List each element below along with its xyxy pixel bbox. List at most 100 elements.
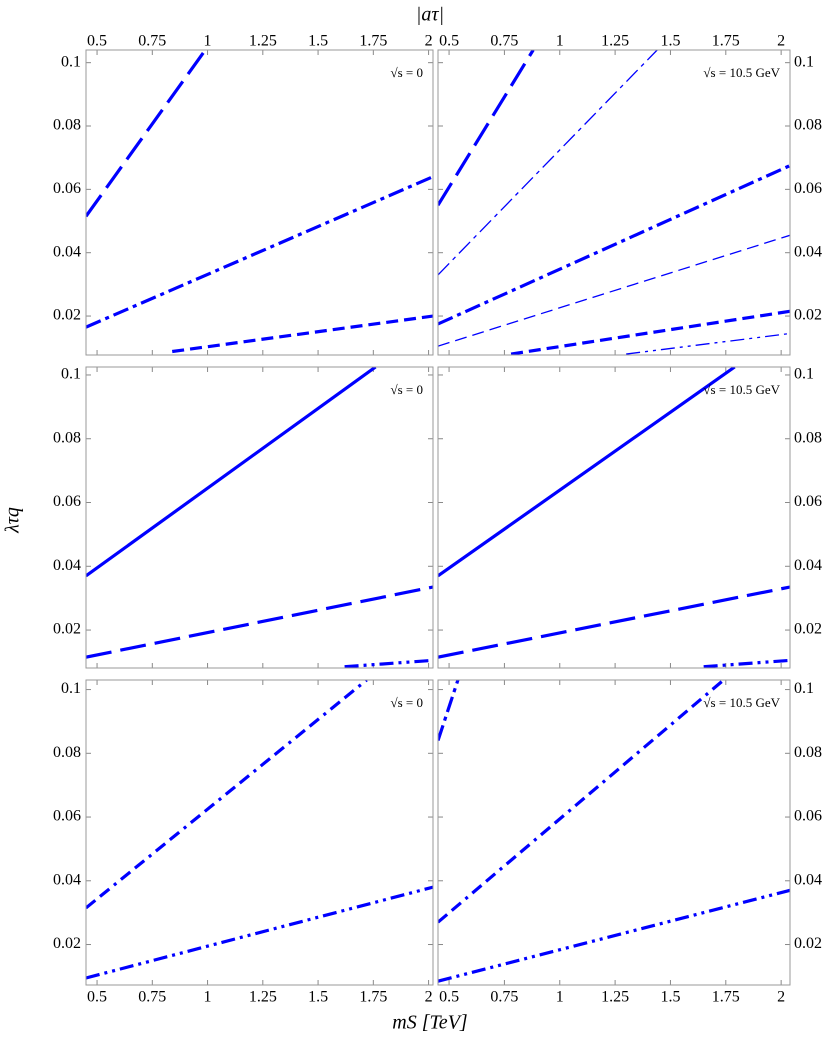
x-tick-label: 2: [777, 33, 785, 50]
y-tick-label: 0.08: [794, 429, 822, 446]
curve: [438, 680, 725, 924]
x-tick-label: 1: [204, 33, 212, 50]
x-tick-label: 2: [777, 989, 785, 1006]
x-tick-label: 2: [425, 33, 433, 50]
x-tick-label: 0.5: [87, 989, 107, 1006]
y-tick-label: 0.08: [53, 429, 81, 446]
y-tick-label: 0.06: [53, 808, 81, 825]
y-tick-label: 0.04: [53, 871, 81, 888]
panel: 0.02 0.04 0.06 0.08 0.1 √s = 0: [53, 366, 434, 669]
x-tick-label: 0.75: [138, 989, 166, 1006]
x-tick-label: 1.25: [601, 33, 629, 50]
panel: 0.5 0.75 1 1.25 1.5 1.75 2 0.02 0.04 0.06 0.08 0.1 √…: [437, 679, 822, 1006]
curve: [438, 164, 790, 326]
annotation: √s = 10.5 GeV: [703, 65, 780, 80]
x-tick-label: 0.75: [490, 33, 518, 50]
y-tick-label: 0.04: [794, 871, 822, 888]
y-tick-label: 0.1: [61, 680, 81, 697]
x-tick-label: 1: [204, 989, 212, 1006]
x-tick-label: 1.75: [712, 989, 740, 1006]
frame: [85, 679, 434, 986]
annotation: √s = 0: [390, 382, 423, 397]
curve: [438, 680, 460, 742]
y-tick-label: 0.06: [794, 180, 822, 197]
frame: [437, 49, 791, 356]
y-tick-label: 0.08: [53, 117, 81, 134]
y-tick-label: 0.02: [53, 935, 81, 952]
x-tick-label: 0.75: [138, 33, 166, 50]
x-tick-label: 1.75: [359, 989, 387, 1006]
y-tick-label: 0.02: [53, 621, 81, 638]
x-tick-label: 0.5: [87, 33, 107, 50]
x-tick-label: 1.25: [249, 33, 277, 50]
frame: [85, 49, 434, 356]
y-tick-label: 0.02: [794, 621, 822, 638]
curve: [438, 888, 790, 983]
y-axis-title: λτq: [2, 507, 24, 534]
curve: [86, 367, 377, 578]
frame: [437, 366, 791, 669]
curve: [86, 680, 368, 910]
curve: [86, 175, 433, 329]
x-tick-label: 1.5: [308, 989, 328, 1006]
curve: [510, 309, 790, 355]
x-tick-label: 0.5: [439, 989, 459, 1006]
y-tick-label: 0.02: [53, 307, 81, 324]
x-tick-label: 1: [556, 33, 564, 50]
annotation: √s = 10.5 GeV: [703, 695, 780, 710]
curve: [171, 314, 433, 354]
x-tick-label: 1.5: [660, 33, 680, 50]
y-tick-label: 0.08: [794, 744, 822, 761]
curve: [86, 585, 433, 659]
curve: [86, 50, 207, 218]
annotation: √s = 0: [390, 695, 423, 710]
y-tick-label: 0.06: [794, 808, 822, 825]
y-tick-label: 0.02: [794, 935, 822, 952]
x-tick-label: 1.5: [660, 989, 680, 1006]
lines: [86, 367, 433, 668]
panel: 0.02 0.04 0.06 0.08 0.1 √s = 10.5 GeV: [437, 366, 822, 669]
x-tick-label: 1.25: [601, 989, 629, 1006]
lines: [438, 680, 790, 983]
x-tick-label: 1: [556, 989, 564, 1006]
curve: [438, 50, 658, 276]
curve: [438, 234, 790, 347]
y-tick-label: 0.04: [794, 557, 822, 574]
frame: [437, 679, 791, 986]
x-tick-label: 0.75: [490, 989, 518, 1006]
curve: [438, 367, 736, 578]
x-tick-label: 1.75: [712, 33, 740, 50]
annotation: √s = 10.5 GeV: [703, 382, 780, 397]
curve: [438, 50, 535, 207]
y-tick-label: 0.08: [794, 117, 822, 134]
y-tick-label: 0.06: [53, 180, 81, 197]
x-tick-label: 1.5: [308, 33, 328, 50]
frame: [85, 366, 434, 669]
x-tick-label: 2: [425, 989, 433, 1006]
x-tick-label: 1.25: [249, 989, 277, 1006]
panel: 0.5 0.75 1 1.25 1.5 1.75 2 0.02 0.04 0.06 0.08 0.1 √…: [53, 33, 434, 356]
lines: [86, 50, 433, 354]
y-tick-label: 0.04: [53, 243, 81, 260]
y-tick-label: 0.1: [794, 53, 814, 70]
panel: 0.5 0.75 1 1.25 1.5 1.75 2 0.02 0.04 0.06 0.08 0.1 √…: [437, 33, 822, 356]
x-tick-label: 0.5: [439, 33, 459, 50]
panel: 0.5 0.75 1 1.25 1.5 1.75 2 0.02 0.04 0.06 0.08 0.1 √…: [53, 679, 434, 1006]
x-axis-title: mS [TeV]: [392, 1012, 467, 1034]
annotation: √s = 0: [390, 65, 423, 80]
y-tick-label: 0.1: [794, 366, 814, 383]
curve: [344, 658, 433, 668]
x-tick-label: 1.75: [359, 33, 387, 50]
y-tick-label: 0.04: [53, 557, 81, 574]
y-tick-label: 0.1: [61, 53, 81, 70]
y-tick-label: 0.06: [794, 493, 822, 510]
curve: [86, 885, 433, 980]
lines: [438, 50, 790, 355]
curve: [703, 658, 790, 668]
lines: [438, 367, 790, 668]
curve: [626, 332, 790, 355]
y-tick-label: 0.06: [53, 493, 81, 510]
y-tick-label: 0.1: [61, 366, 81, 383]
top-axis-title: |aτ|: [416, 4, 444, 26]
